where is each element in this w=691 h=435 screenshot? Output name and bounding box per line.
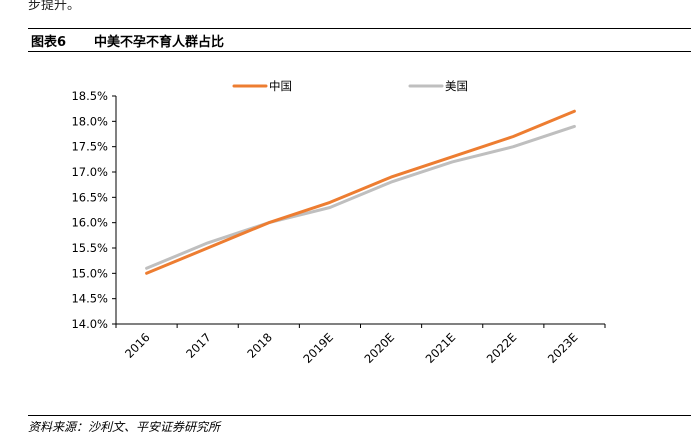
x-axis: 2016 2017 2018 2019E 2020E 2021E 2022E 2023E <box>115 323 606 366</box>
x-tick-label: 2020E <box>361 330 397 366</box>
y-tick-label: 17.5% <box>71 140 108 154</box>
source-note: 资料来源：沙利文、平安证券研究所 <box>28 415 691 435</box>
legend-label-usa: 美国 <box>445 79 468 93</box>
series-line-usa <box>145 124 576 270</box>
y-tick-label: 15.0% <box>71 266 108 280</box>
top-text-fragment: 步提升。 <box>28 0 81 13</box>
y-tick-label: 18.0% <box>71 114 108 128</box>
x-tick-label: 2023E <box>545 330 581 366</box>
figure-title: 中美不孕不育人群占比 <box>94 34 225 50</box>
chart-legend: 中国 美国 <box>232 79 468 93</box>
series-line-china <box>145 109 576 275</box>
x-tick-label: 2018 <box>244 330 275 361</box>
x-tick-label: 2017 <box>183 330 214 361</box>
legend-label-china: 中国 <box>269 79 292 93</box>
y-axis: 14.0% 14.5% 15.0% 15.5% 16.0% 16.5% 17.0% 17.5%… <box>71 89 117 331</box>
x-tick-label: 2022E <box>484 330 520 366</box>
y-tick-label: 14.0% <box>71 317 108 331</box>
y-tick-label: 18.5% <box>71 89 108 103</box>
figure-label: 图表6 <box>31 34 67 50</box>
x-tick-label: 2016 <box>122 330 153 361</box>
y-tick-label: 15.5% <box>71 241 108 255</box>
chart-series <box>145 109 576 275</box>
y-tick-label: 16.0% <box>71 216 108 230</box>
x-tick-label: 2021E <box>423 330 459 366</box>
figure-header: 图表6 中美不孕不育人群占比 <box>28 28 691 52</box>
x-tick-label: 2019E <box>300 330 336 366</box>
y-tick-label: 16.5% <box>71 190 108 204</box>
y-tick-label: 17.0% <box>71 165 108 179</box>
y-tick-label: 14.5% <box>71 292 108 306</box>
